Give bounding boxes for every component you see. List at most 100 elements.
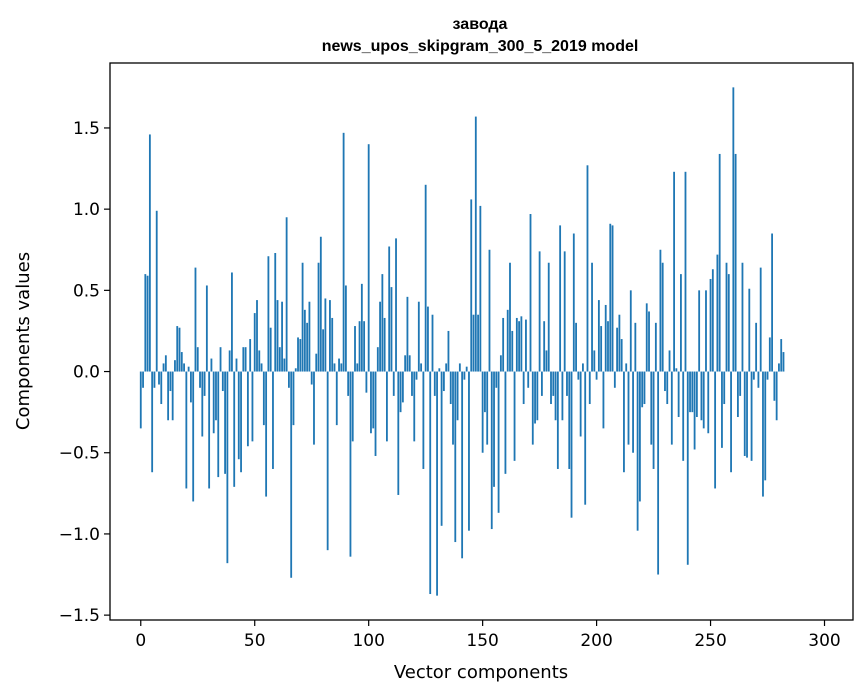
bar-108 [386, 371, 388, 442]
bar-6 [153, 371, 156, 388]
bar-107 [383, 317, 386, 372]
x-tick-label: 250 [694, 631, 726, 651]
x-tick-label: 200 [580, 631, 612, 651]
bar-47 [246, 371, 249, 447]
bar-127 [429, 371, 432, 595]
bar-38 [226, 371, 229, 564]
bar-122 [417, 301, 420, 372]
bar-87 [338, 358, 340, 372]
bar-100 [367, 144, 370, 372]
bar-264 [741, 262, 744, 372]
bars-group [139, 87, 785, 596]
bar-130 [436, 371, 438, 596]
bar-136 [449, 371, 452, 405]
bar-199 [593, 350, 596, 372]
plot-frame [109, 62, 854, 621]
bar-190 [572, 233, 575, 372]
bar-105 [379, 301, 381, 372]
bar-225 [652, 371, 655, 469]
bar-156 [495, 371, 498, 388]
bar-234 [673, 171, 675, 372]
bar-44 [240, 371, 242, 473]
bar-230 [664, 371, 666, 392]
bar-188 [568, 371, 571, 469]
bar-83 [329, 300, 331, 372]
bar-253 [716, 254, 719, 372]
bar-252 [714, 371, 717, 489]
bar-69 [297, 337, 299, 372]
bar-176 [540, 371, 543, 396]
bar-168 [522, 371, 525, 405]
bar-272 [759, 267, 762, 372]
bar-75 [310, 371, 313, 385]
bar-97 [360, 283, 363, 372]
bar-57 [269, 327, 272, 372]
bar-144 [468, 371, 470, 531]
bar-131 [438, 368, 441, 372]
bar-54 [262, 371, 265, 426]
bar-76 [313, 371, 315, 445]
bar-281 [780, 339, 783, 372]
bar-248 [705, 290, 707, 372]
bar-143 [465, 366, 468, 372]
bar-279 [775, 371, 778, 421]
bar-212 [623, 371, 625, 473]
bar-129 [433, 371, 436, 396]
bar-106 [381, 274, 384, 372]
bar-202 [600, 326, 603, 372]
bar-263 [739, 371, 742, 396]
bar-16 [176, 326, 179, 372]
bar-282 [782, 352, 785, 372]
x-tick-label: 150 [466, 631, 498, 651]
bar-91 [347, 371, 350, 396]
x-tick-label: 100 [352, 631, 384, 651]
bar-261 [734, 153, 737, 372]
bar-24 [194, 267, 197, 372]
bar-94 [354, 326, 356, 372]
bar-79 [319, 236, 322, 372]
bar-242 [691, 371, 694, 413]
bar-86 [335, 371, 338, 426]
bar-204 [604, 304, 607, 372]
bar-35 [219, 347, 222, 372]
bar-221 [643, 371, 646, 405]
bar-125 [424, 184, 427, 372]
bar-151 [484, 371, 486, 413]
bar-142 [463, 371, 466, 380]
bar-236 [677, 371, 680, 418]
bar-191 [575, 322, 577, 372]
bar-270 [755, 322, 758, 372]
bar-169 [525, 319, 527, 372]
bar-237 [680, 274, 682, 372]
bar-109 [388, 246, 391, 372]
bar-266 [746, 371, 748, 458]
bar-208 [613, 371, 616, 388]
bar-72 [303, 309, 306, 372]
bar-233 [670, 371, 673, 445]
bar-140 [458, 363, 461, 372]
bar-66 [290, 371, 293, 578]
bar-5 [151, 371, 154, 473]
bar-123 [420, 363, 423, 372]
bar-48 [249, 339, 252, 372]
bar-71 [301, 262, 304, 372]
bar-193 [579, 371, 582, 437]
x-tick-label: 300 [808, 631, 840, 651]
bar-126 [427, 306, 429, 372]
bar-63 [283, 358, 286, 372]
bar-43 [237, 371, 240, 460]
bar-175 [538, 251, 541, 372]
bar-3 [146, 275, 149, 372]
bar-164 [513, 371, 516, 461]
bar-30 [208, 371, 211, 489]
bar-49 [251, 371, 254, 442]
bar-29 [205, 285, 208, 372]
bar-17 [178, 327, 181, 372]
bar-187 [566, 371, 568, 396]
bar-117 [406, 296, 409, 372]
bar-276 [768, 337, 771, 372]
bar-145 [470, 199, 473, 372]
bar-113 [397, 371, 400, 495]
bar-154 [490, 371, 493, 530]
bar-81 [324, 298, 327, 372]
